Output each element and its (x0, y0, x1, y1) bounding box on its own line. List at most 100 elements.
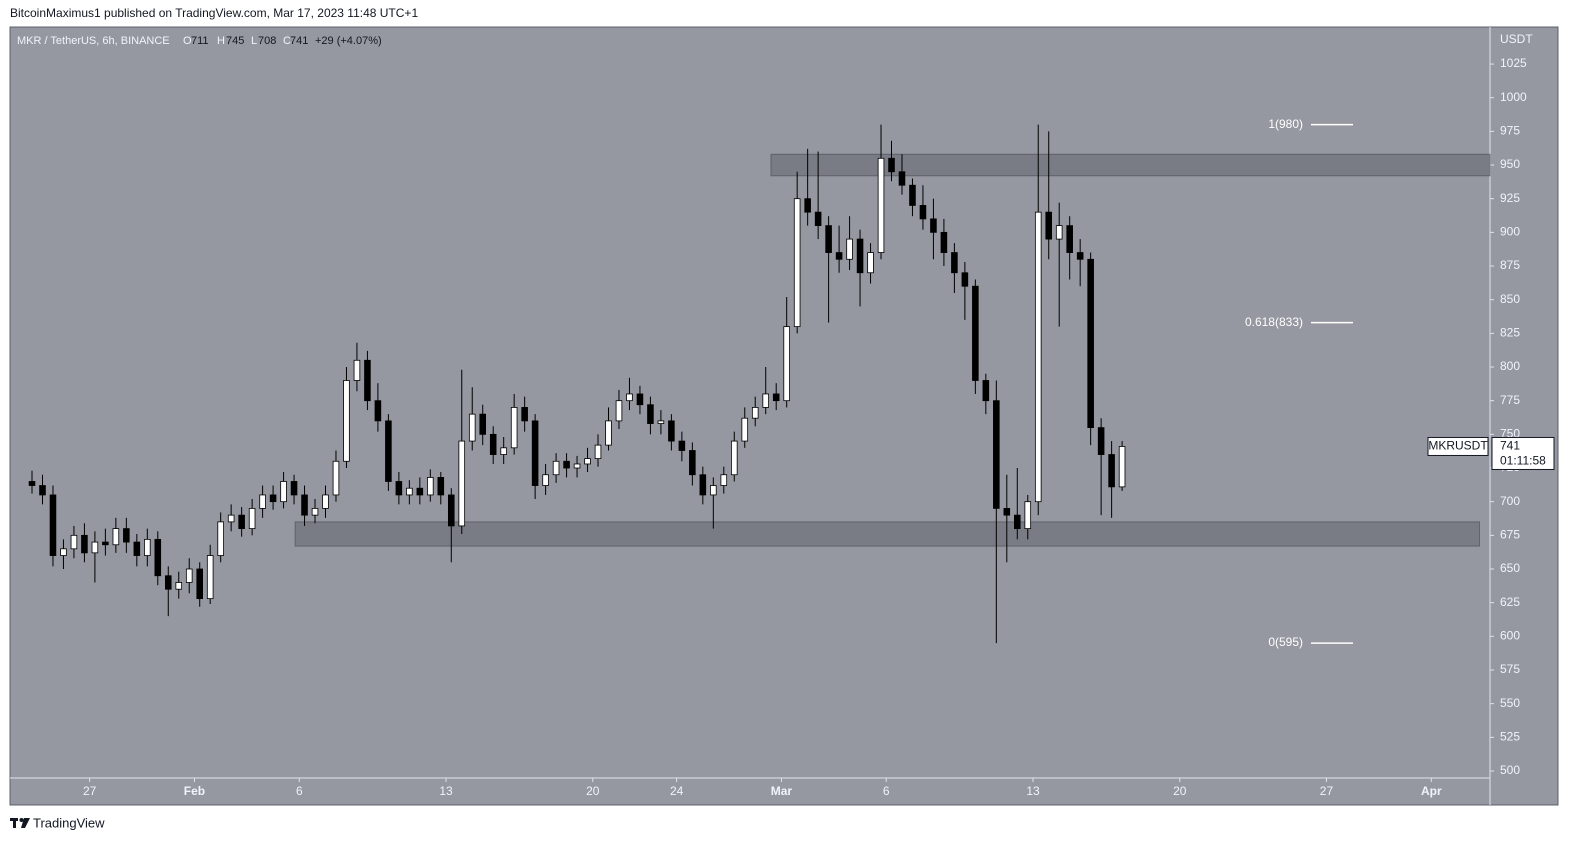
price-tag-bg (1491, 436, 1555, 470)
candle-body (678, 440, 686, 451)
candle-body (70, 534, 78, 550)
candle-body (867, 252, 874, 274)
y-tick-label: 850 (1500, 292, 1520, 306)
candle-body (227, 514, 235, 523)
x-tick-label: Apr (1421, 784, 1442, 798)
candle-body (322, 494, 329, 509)
candle-body (710, 485, 717, 496)
x-tick-label: 6 (883, 784, 890, 798)
candle-body (280, 481, 287, 503)
candle-body (28, 481, 36, 486)
zone (294, 521, 1481, 547)
candle-body (856, 238, 864, 274)
candle-body (972, 285, 979, 381)
candle-body (636, 393, 644, 406)
x-tick-label: 27 (1320, 784, 1334, 798)
x-tick-label: 27 (83, 784, 97, 798)
candle-body (217, 521, 224, 556)
candle-body (1118, 446, 1126, 488)
candle-body (594, 444, 602, 459)
candle-body (500, 447, 507, 455)
brand-name: TradingView (33, 815, 105, 830)
ohlc-value: 741 (290, 35, 308, 47)
candle-body (1108, 454, 1115, 488)
candle-body (1024, 501, 1032, 530)
candle-body (846, 238, 853, 260)
candle-body (605, 420, 612, 446)
candle-body (982, 380, 990, 402)
candle-body (521, 407, 528, 422)
candle-body (626, 393, 633, 402)
candle-body (1097, 427, 1105, 455)
y-tick-label: 550 (1500, 696, 1520, 710)
candle-body (301, 494, 308, 516)
candle-body (510, 407, 518, 449)
candle-body (385, 420, 392, 482)
y-tick-label: 500 (1500, 763, 1520, 777)
candle-body (542, 474, 549, 486)
candle-body (919, 205, 927, 220)
plot-area: 1(980) 0.618(833) 0(595) (28, 117, 1491, 649)
candle-body (720, 474, 728, 486)
x-tick-label: 20 (586, 784, 600, 798)
candle-body (615, 400, 623, 422)
x-tick-label: 20 (1173, 784, 1187, 798)
chart-frame (9, 26, 1559, 806)
candle-body (835, 252, 843, 260)
candle-body (825, 225, 832, 253)
candle-body (1087, 258, 1094, 429)
candle-body (584, 458, 591, 465)
ohlc-letter: O (183, 35, 192, 47)
candle-body (741, 417, 749, 442)
ohlc-value: 708 (258, 35, 276, 47)
y-tick-label: 950 (1500, 157, 1520, 171)
candle-body (102, 541, 109, 546)
y-tick-label: 775 (1500, 393, 1520, 407)
candle-body (39, 485, 46, 496)
candle-body (259, 494, 266, 509)
candle-body (81, 534, 88, 554)
y-tick-label: 900 (1500, 225, 1520, 239)
symbol-tag: MKRUSDT (1428, 439, 1488, 453)
candle-body (133, 541, 141, 556)
candle-body (479, 413, 487, 435)
candle-body (1003, 508, 1011, 516)
candle-body (563, 460, 570, 469)
fib-label: 0(595) (1268, 635, 1303, 649)
candle-body (573, 463, 581, 469)
candle-body (772, 393, 780, 402)
candle-body (406, 487, 413, 496)
candle-body (730, 440, 738, 476)
x-tick-label: 6 (296, 784, 303, 798)
brand-logo (10, 818, 30, 828)
y-tick-label: 625 (1500, 595, 1520, 609)
candle-body (909, 184, 916, 206)
candle-body (552, 460, 560, 476)
candle-body (447, 494, 455, 527)
y-tick-label: 600 (1500, 629, 1520, 643)
x-tick-label: 24 (670, 784, 684, 798)
y-tick-label: 1025 (1500, 56, 1527, 70)
candle-body (395, 481, 403, 496)
candle-body (364, 359, 371, 402)
x-tick-label: Mar (771, 784, 793, 798)
candle-body (783, 326, 790, 402)
candle-body (930, 218, 937, 233)
candle-body (248, 508, 256, 530)
y-tick-label: 525 (1500, 730, 1520, 744)
candle-body (353, 359, 361, 381)
y-tick-label: 875 (1500, 258, 1520, 272)
candle-body (206, 555, 214, 600)
y-tick-label: 975 (1500, 124, 1520, 138)
candle-body (877, 157, 885, 253)
candle-body (290, 481, 298, 496)
legend: MKR / TetherUS, 6h, BINANCE O 711 H 745 … (17, 35, 382, 47)
candle-body (531, 420, 539, 486)
logo-part (21, 818, 30, 828)
candle-body (951, 252, 958, 274)
ohlc-letter: C (283, 35, 291, 47)
candle-body (940, 231, 948, 253)
candle-body (888, 157, 895, 173)
price-unit: USDT (1500, 32, 1533, 46)
